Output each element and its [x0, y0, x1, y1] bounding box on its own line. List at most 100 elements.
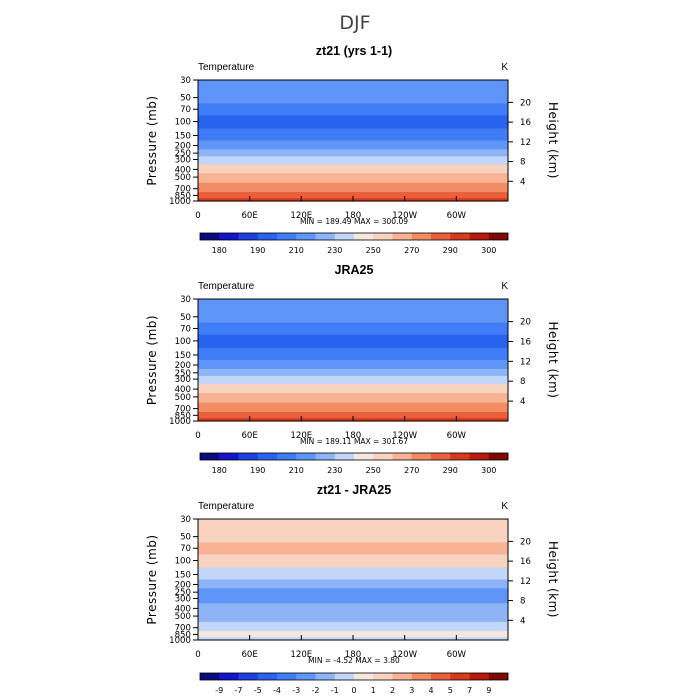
- y-tick-label: 200: [175, 580, 191, 590]
- colorbar-label: 0: [351, 686, 356, 695]
- data-band: [198, 334, 508, 349]
- x-tick-label: 60E: [241, 211, 257, 221]
- data-band: [198, 368, 508, 377]
- data-band: [198, 603, 508, 613]
- data-band: [198, 631, 508, 638]
- x-tick-label: 0: [195, 211, 200, 221]
- y-tick-label: 300: [175, 594, 191, 604]
- panels: zt21 (yrs 1-1)Temperature K30507010015020…: [145, 44, 560, 695]
- colorbar-frame: [199, 452, 509, 461]
- colorbar-swatch: [315, 453, 336, 460]
- x-tick-label: 180: [345, 650, 361, 660]
- colorbar-label: 190: [250, 246, 265, 255]
- colorbar-frame: [199, 672, 509, 681]
- colorbar-swatch: [469, 453, 490, 460]
- min-max-stats: MIN = 189.11 MAX = 301.67: [300, 437, 408, 446]
- y-tick-label: 200: [175, 361, 191, 371]
- colorbar-swatch: [219, 453, 239, 460]
- colorbar-swatch: [354, 673, 374, 680]
- x-tick-label: 60W: [447, 211, 467, 221]
- colorbar-label: 270: [404, 246, 419, 255]
- y-tick-label: 150: [175, 351, 191, 361]
- colorbar-swatch: [315, 673, 336, 680]
- colorbar-swatch: [238, 233, 259, 240]
- colorbar-swatch: [296, 673, 316, 680]
- y2-tick-label: 16: [520, 337, 531, 347]
- colorbar-swatch: [219, 233, 239, 240]
- colorbar-swatch: [431, 673, 451, 680]
- y-tick-label: 300: [175, 155, 191, 165]
- y-tick-label: 400: [175, 604, 191, 614]
- colorbar-swatch: [392, 453, 413, 460]
- x-tick-label: 60W: [447, 431, 467, 441]
- y-tick-label: 150: [175, 132, 191, 142]
- data-band: [198, 347, 508, 361]
- data-band: [198, 88, 508, 105]
- colorbar-label: 4: [428, 686, 433, 695]
- colorbar-label: -3: [292, 686, 300, 695]
- colorbar-swatch: [334, 453, 355, 460]
- y-tick-label: 70: [180, 324, 191, 334]
- y-tick-label: 50: [180, 533, 191, 543]
- y2-tick-label: 8: [520, 377, 525, 387]
- y2-tick-label: 20: [520, 98, 531, 108]
- colorbar-swatch: [315, 233, 336, 240]
- colorbar-swatch: [411, 673, 432, 680]
- data-band: [198, 393, 508, 404]
- data-band: [198, 322, 508, 336]
- y-tick-label: 500: [175, 173, 191, 183]
- x-tick-label: 120E: [290, 431, 312, 441]
- colorbar-label: 180: [212, 246, 227, 255]
- y-tick-label: 400: [175, 385, 191, 395]
- min-max-stats: MIN = 189.49 MAX = 300.09: [300, 217, 408, 226]
- y2-axis-label: Height (km): [546, 541, 560, 618]
- colorbar-swatch: [257, 453, 278, 460]
- data-band: [198, 149, 508, 157]
- colorbar-swatch: [200, 233, 220, 240]
- y-tick-label: 300: [175, 375, 191, 385]
- x-tick-label: 60E: [241, 431, 257, 441]
- data-band: [198, 612, 508, 623]
- x-tick-label: 180: [345, 211, 361, 221]
- y2-tick-label: 16: [520, 557, 531, 567]
- x-tick-label: 120E: [290, 650, 312, 660]
- y-tick-label: 250: [175, 149, 191, 159]
- colorbar-swatch: [392, 673, 413, 680]
- colorbar-frame: [199, 232, 509, 241]
- colorbar-swatch: [200, 673, 220, 680]
- colorbar-swatch: [238, 453, 259, 460]
- x-tick-label: 60W: [447, 650, 467, 660]
- colorbar-label: 300: [481, 466, 496, 475]
- data-band: [198, 156, 508, 166]
- y2-tick-label: 8: [520, 597, 525, 607]
- data-band: [198, 360, 508, 370]
- y-tick-label: 50: [180, 313, 191, 323]
- x-tick-label: 120E: [290, 211, 312, 221]
- colorbar-label: 210: [289, 466, 304, 475]
- data-band: [198, 621, 508, 632]
- colorbar-label: 1: [371, 686, 376, 695]
- y-tick-label: 70: [180, 105, 191, 115]
- y-tick-label: 200: [175, 141, 191, 151]
- data-band: [198, 384, 508, 394]
- y2-axis-label: Height (km): [546, 322, 560, 399]
- colorbar-label: 250: [366, 466, 381, 475]
- y-tick-label: 30: [180, 515, 191, 525]
- x-tick-label: 0: [195, 431, 200, 441]
- y-tick-label: 100: [175, 118, 191, 128]
- data-band: [198, 115, 508, 130]
- colorbar-swatch: [277, 673, 297, 680]
- y2-tick-label: 12: [520, 577, 531, 587]
- y2-tick-label: 12: [520, 357, 531, 367]
- colorbar-swatch: [334, 233, 355, 240]
- colorbar-swatch: [257, 233, 278, 240]
- y2-tick-label: 16: [520, 118, 531, 128]
- x-tick-label: 60E: [241, 650, 257, 660]
- variable-label: Temperature: [198, 501, 255, 512]
- y-axis-label: Pressure (mb): [145, 315, 159, 405]
- colorbar-swatch: [488, 673, 509, 680]
- unit-label: K: [501, 501, 508, 512]
- y-tick-label: 400: [175, 165, 191, 175]
- y-tick-label: 100: [175, 557, 191, 567]
- y-tick-label: 500: [175, 393, 191, 403]
